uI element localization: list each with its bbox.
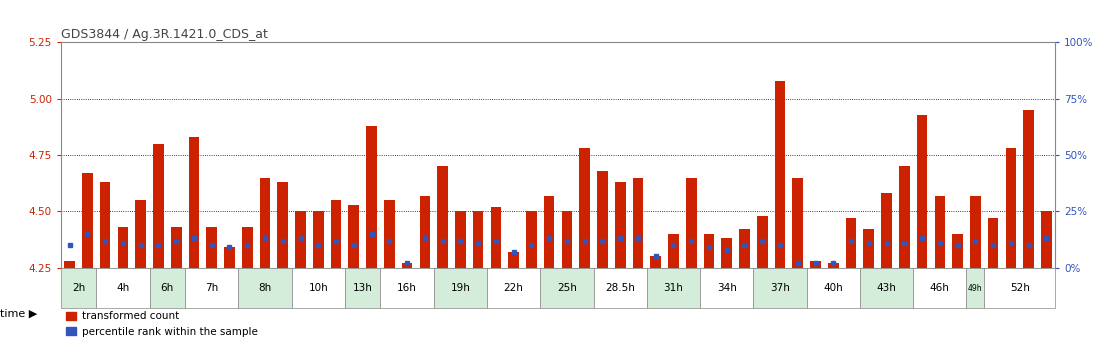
- Bar: [1006, 148, 1017, 268]
- Bar: [863, 229, 874, 268]
- Bar: [970, 196, 981, 268]
- Text: 22h: 22h: [504, 283, 524, 293]
- Bar: [313, 211, 324, 268]
- Bar: [433, 268, 487, 308]
- Text: 2h: 2h: [72, 283, 85, 293]
- Bar: [739, 229, 750, 268]
- Bar: [189, 137, 199, 268]
- Bar: [913, 268, 967, 308]
- Bar: [540, 268, 593, 308]
- Bar: [704, 234, 714, 268]
- Bar: [722, 239, 732, 268]
- Bar: [491, 207, 502, 268]
- Bar: [380, 268, 433, 308]
- Text: 31h: 31h: [663, 283, 683, 293]
- Text: 28.5h: 28.5h: [606, 283, 635, 293]
- Bar: [651, 257, 661, 268]
- Bar: [967, 268, 985, 308]
- Bar: [171, 227, 181, 268]
- Bar: [224, 247, 234, 268]
- Bar: [828, 263, 839, 268]
- Text: 19h: 19h: [451, 283, 471, 293]
- Bar: [810, 261, 821, 268]
- Bar: [330, 200, 341, 268]
- Bar: [953, 234, 962, 268]
- Bar: [579, 148, 590, 268]
- Bar: [646, 268, 701, 308]
- Bar: [754, 268, 807, 308]
- Bar: [348, 205, 359, 268]
- Bar: [899, 166, 909, 268]
- Bar: [845, 218, 856, 268]
- Bar: [561, 211, 572, 268]
- Bar: [82, 173, 93, 268]
- Bar: [487, 268, 540, 308]
- Bar: [860, 268, 913, 308]
- Text: 43h: 43h: [876, 283, 896, 293]
- Bar: [260, 178, 271, 268]
- Text: 10h: 10h: [308, 283, 328, 293]
- Bar: [597, 171, 608, 268]
- Bar: [402, 263, 412, 268]
- Bar: [508, 252, 519, 268]
- Bar: [526, 211, 537, 268]
- Text: 40h: 40h: [823, 283, 843, 293]
- Bar: [775, 81, 786, 268]
- Text: 13h: 13h: [352, 283, 372, 293]
- Text: 8h: 8h: [259, 283, 272, 293]
- Bar: [99, 182, 111, 268]
- Bar: [277, 182, 288, 268]
- Bar: [239, 268, 292, 308]
- Bar: [917, 115, 927, 268]
- Bar: [438, 166, 448, 268]
- Bar: [207, 227, 217, 268]
- Text: 6h: 6h: [160, 283, 173, 293]
- Text: time ▶: time ▶: [0, 308, 38, 318]
- Bar: [61, 268, 96, 308]
- Text: GDS3844 / Ag.3R.1421.0_CDS_at: GDS3844 / Ag.3R.1421.0_CDS_at: [61, 28, 267, 41]
- Bar: [792, 178, 803, 268]
- Bar: [136, 200, 146, 268]
- Bar: [154, 144, 164, 268]
- Bar: [473, 211, 484, 268]
- Bar: [149, 268, 185, 308]
- Text: 49h: 49h: [968, 284, 982, 292]
- Legend: transformed count, percentile rank within the sample: transformed count, percentile rank withi…: [66, 312, 257, 337]
- Text: 4h: 4h: [116, 283, 129, 293]
- Bar: [593, 268, 646, 308]
- Bar: [807, 268, 860, 308]
- Bar: [292, 268, 345, 308]
- Bar: [757, 216, 768, 268]
- Bar: [96, 268, 149, 308]
- Text: 52h: 52h: [1010, 283, 1030, 293]
- Bar: [1023, 110, 1034, 268]
- Bar: [614, 182, 625, 268]
- Text: 16h: 16h: [397, 283, 417, 293]
- Text: 46h: 46h: [930, 283, 950, 293]
- Bar: [185, 268, 239, 308]
- Bar: [366, 126, 377, 268]
- Text: 37h: 37h: [770, 283, 790, 293]
- Bar: [64, 261, 75, 268]
- Bar: [544, 196, 555, 268]
- Bar: [345, 268, 380, 308]
- Bar: [420, 196, 430, 268]
- Text: 7h: 7h: [206, 283, 219, 293]
- Bar: [242, 227, 253, 268]
- Bar: [385, 200, 394, 268]
- Bar: [701, 268, 754, 308]
- Bar: [935, 196, 945, 268]
- Bar: [686, 178, 696, 268]
- Bar: [117, 227, 128, 268]
- Text: 25h: 25h: [557, 283, 577, 293]
- Bar: [455, 211, 465, 268]
- Bar: [1041, 211, 1052, 268]
- Bar: [295, 211, 306, 268]
- Bar: [882, 193, 892, 268]
- Bar: [985, 268, 1055, 308]
- Bar: [988, 218, 999, 268]
- Bar: [632, 178, 643, 268]
- Bar: [669, 234, 678, 268]
- Text: 34h: 34h: [717, 283, 737, 293]
